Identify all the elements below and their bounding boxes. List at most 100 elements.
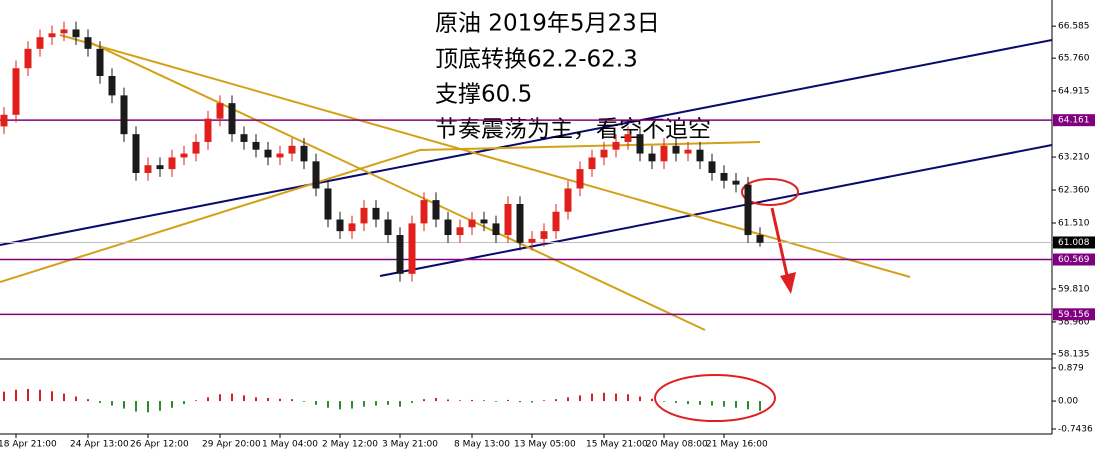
candle-body: [120, 95, 128, 135]
candle-body: [396, 235, 404, 274]
candle-body: [360, 207, 368, 224]
candle-body: [756, 235, 764, 243]
candle-body: [516, 203, 524, 243]
candle-body: [384, 219, 392, 236]
candle-body: [636, 134, 644, 154]
candle-body: [504, 203, 512, 236]
candle-body: [696, 149, 704, 162]
candle-body: [216, 103, 224, 119]
candle-body: [144, 165, 152, 173]
x-tick-label: 3 May 21:00: [382, 440, 438, 450]
annotation: 支撑60.5: [435, 82, 532, 108]
candle-body: [240, 134, 248, 142]
candle-body: [672, 145, 680, 154]
x-tick-label: 2 May 12:00: [322, 440, 378, 450]
y-tick-label: 66.585: [1058, 22, 1090, 32]
candle-body: [684, 149, 692, 154]
candle-body: [348, 223, 356, 232]
candle-body: [588, 157, 596, 170]
x-tick-label: 24 Apr 13:00: [70, 440, 129, 450]
candle-body: [336, 219, 344, 232]
candle-body: [108, 75, 116, 96]
highlight-ellipse: [654, 374, 776, 422]
candle-body: [432, 200, 440, 220]
candle-body: [468, 219, 476, 228]
last-price-box: [1053, 236, 1095, 249]
y-tick-label: 0.879: [1058, 364, 1084, 374]
trend-line: [379, 144, 1053, 277]
y-tick-label: 65.760: [1058, 54, 1090, 64]
candle-body: [228, 103, 236, 135]
candle-body: [732, 180, 740, 185]
x-tick-label: 15 May 21:00: [586, 440, 648, 450]
x-tick-label: 26 Apr 12:00: [130, 440, 189, 450]
candle-body: [744, 184, 752, 236]
candle-body: [600, 149, 608, 158]
trend-line: [84, 39, 706, 331]
candle-body: [132, 134, 140, 173]
candle-body: [552, 211, 560, 232]
x-tick-label: 13 May 05:00: [514, 440, 576, 450]
level-label: 59.156: [1058, 310, 1090, 320]
y-tick-label: 62.360: [1058, 186, 1090, 196]
candle-body: [660, 145, 668, 162]
level-label: 60.569: [1058, 255, 1090, 265]
candle-body: [204, 118, 212, 142]
trend-lines: [0, 34, 1053, 331]
candle-body: [288, 145, 296, 154]
level-label-box: [1053, 114, 1095, 127]
candle-body: [156, 165, 164, 170]
y-tick-label: 58.135: [1058, 349, 1090, 359]
highlight-ellipse: [741, 178, 799, 206]
candle-body: [48, 33, 56, 38]
level-label: 64.161: [1058, 116, 1090, 126]
candle-body: [576, 169, 584, 189]
x-tick-label: 29 Apr 20:00: [202, 440, 261, 450]
candle-body: [456, 227, 464, 236]
candle-body: [264, 149, 272, 158]
candle-body: [708, 161, 716, 173]
candle-body: [564, 188, 572, 212]
candle-body: [312, 161, 320, 189]
candle-body: [192, 141, 200, 154]
candle-body: [60, 29, 68, 34]
x-tick-label: 8 May 13:00: [454, 440, 510, 450]
y-tick-label: 63.210: [1058, 153, 1090, 163]
candle-body: [96, 48, 104, 76]
candle-body: [0, 114, 8, 127]
x-tick-label: 21 May 16:00: [706, 440, 768, 450]
y-tick-label: -0.7436: [1058, 424, 1093, 434]
level-label-box: [1053, 308, 1095, 321]
candle-body: [24, 48, 32, 69]
candle-body: [300, 145, 308, 162]
arrow-head: [780, 272, 796, 294]
trend-line: [59, 34, 911, 278]
candle-body: [372, 207, 380, 220]
candle-body: [72, 29, 80, 38]
y-tick-label: 61.510: [1058, 219, 1090, 229]
candle-body: [480, 219, 488, 224]
candle-body: [648, 153, 656, 162]
candle-body: [84, 37, 92, 49]
candle-body: [168, 157, 176, 170]
level-label-box: [1053, 253, 1095, 266]
x-tick-label: 18 Apr 21:00: [0, 440, 57, 450]
candle-body: [12, 68, 20, 115]
y-tick-label: 58.960: [1058, 317, 1090, 327]
candle-body: [252, 141, 260, 150]
candle-body: [624, 134, 632, 142]
arrow-shaft: [770, 207, 790, 281]
annotations: 原油 2019年5月23日 顶底转换62.2-62.3 支撑60.5 节奏震荡为…: [435, 11, 711, 143]
y-tick-label: 0.00: [1058, 397, 1078, 407]
last-price-label: 61.008: [1058, 238, 1090, 248]
candle-body: [528, 238, 536, 243]
y-tick-label: 59.810: [1058, 284, 1090, 294]
trend-line: [0, 39, 1053, 246]
annotation: 原油 2019年5月23日: [435, 11, 660, 37]
candle-body: [612, 141, 620, 150]
candle-body: [276, 153, 284, 158]
y-tick-label: 64.915: [1058, 86, 1090, 96]
candle-body: [420, 200, 428, 224]
